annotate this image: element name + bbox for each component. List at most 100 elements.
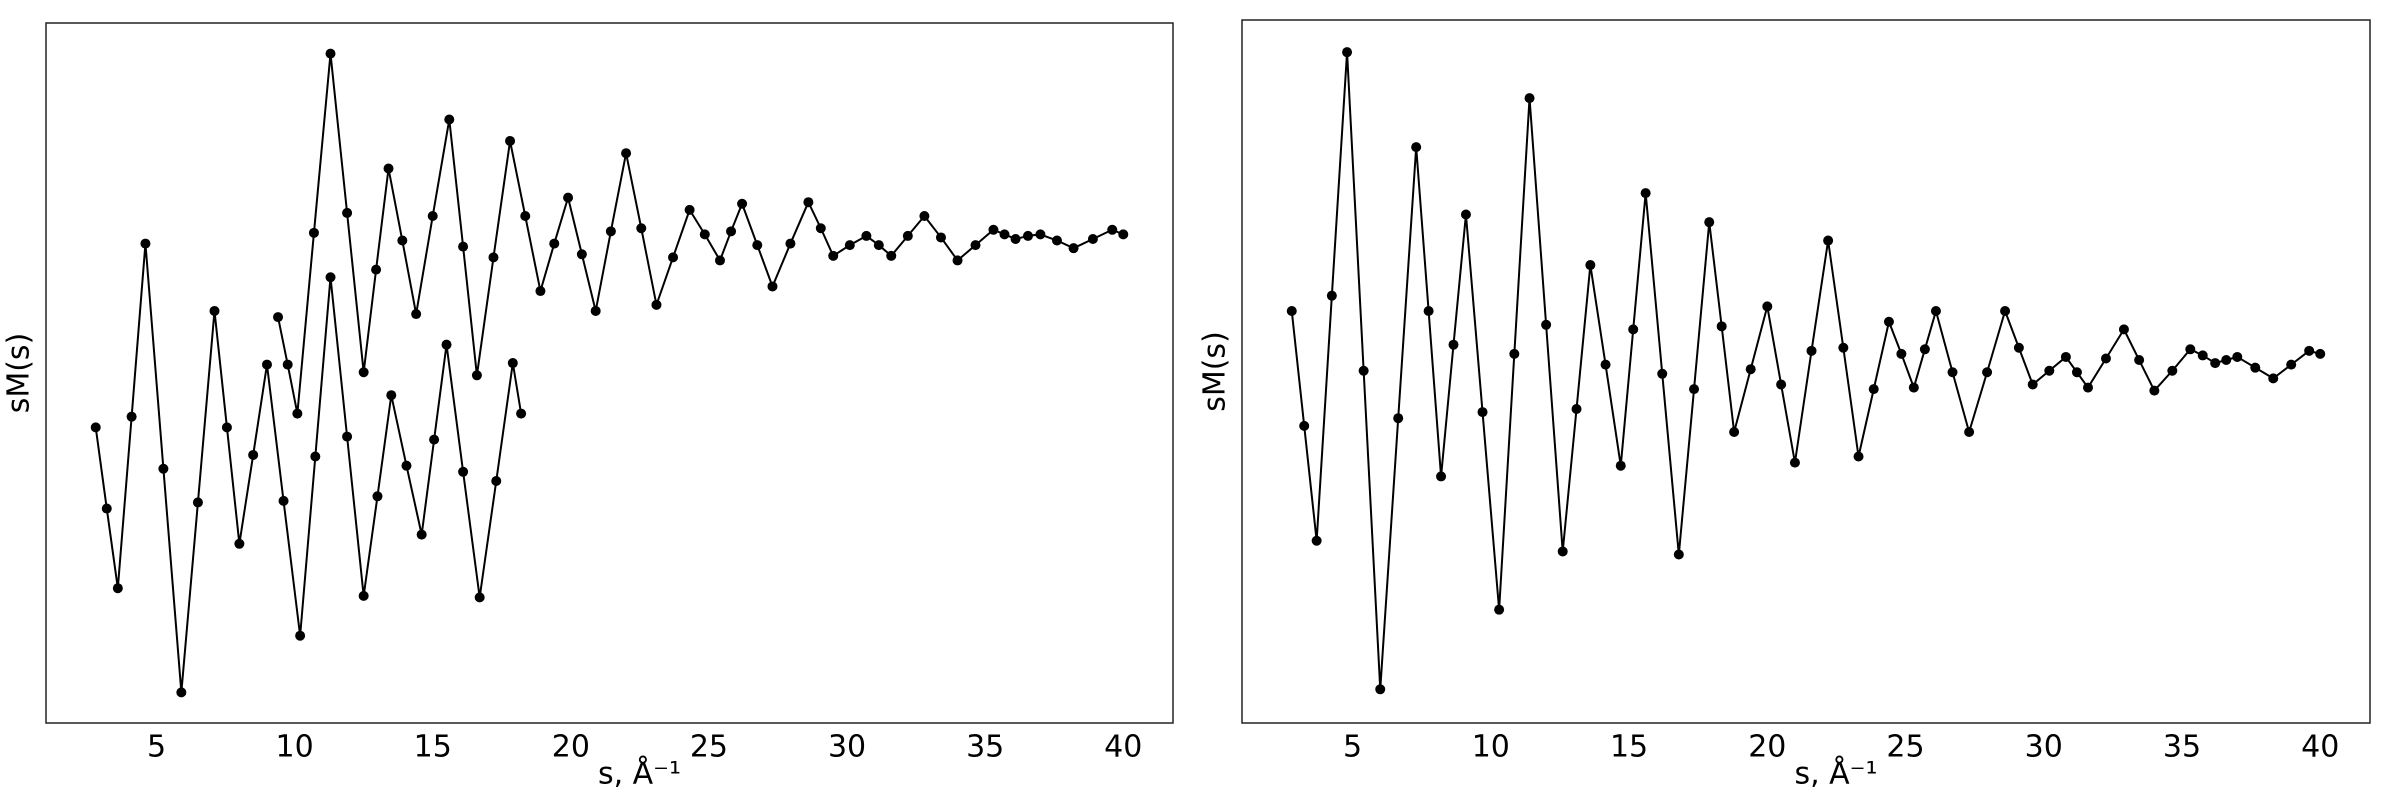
data-point	[158, 463, 169, 474]
data-point	[2149, 385, 2160, 396]
data-point	[101, 503, 112, 514]
data-line	[277, 52, 1124, 415]
data-point	[1393, 413, 1404, 424]
data-point	[1745, 364, 1756, 375]
data-point	[1729, 426, 1740, 437]
plot-frame	[1241, 19, 2371, 724]
data-point	[803, 197, 814, 208]
data-point	[397, 235, 408, 246]
data-point	[844, 240, 855, 251]
data-point	[576, 249, 587, 260]
data-point	[563, 192, 574, 203]
x-tick-label: 30	[828, 730, 866, 765]
data-point	[1930, 306, 1941, 317]
data-point	[1947, 367, 1958, 378]
data-point	[549, 238, 560, 249]
data-point	[444, 114, 455, 125]
data-point	[767, 281, 778, 292]
data-point	[176, 687, 187, 698]
data-point	[192, 497, 203, 508]
data-point	[1964, 426, 1975, 437]
data-point	[1423, 306, 1434, 317]
data-line	[1290, 51, 2321, 691]
data-point	[1477, 407, 1488, 418]
data-point	[358, 590, 369, 601]
data-point	[1600, 359, 1611, 370]
data-point	[1806, 345, 1817, 356]
data-point	[1640, 188, 1651, 199]
data-point	[1022, 230, 1033, 241]
x-tick-label: 5	[147, 730, 166, 765]
data-point	[651, 299, 662, 310]
data-point	[1326, 290, 1337, 301]
data-point	[714, 255, 725, 266]
x-tick-label: 40	[1104, 730, 1142, 765]
data-point	[358, 367, 369, 378]
data-point	[471, 370, 482, 381]
data-point	[1524, 93, 1535, 104]
data-point	[2027, 379, 2038, 390]
data-point	[1358, 365, 1369, 376]
data-point	[383, 163, 394, 174]
data-point	[2315, 348, 2326, 359]
data-point	[2197, 350, 2208, 361]
data-point	[1789, 457, 1800, 468]
data-point	[505, 135, 516, 146]
data-point	[2044, 365, 2055, 376]
data-point	[828, 250, 839, 261]
data-point	[1585, 260, 1596, 271]
data-point	[1762, 301, 1773, 312]
x-tick-label: 25	[1886, 730, 1924, 765]
data-point	[261, 359, 272, 370]
data-point	[988, 224, 999, 235]
data-point	[2060, 351, 2071, 362]
data-point	[2118, 324, 2129, 335]
data-point	[1868, 384, 1879, 395]
data-point	[372, 491, 383, 502]
data-point	[1118, 229, 1129, 240]
data-point	[1375, 684, 1386, 695]
data-point	[699, 229, 710, 240]
data-point	[126, 411, 137, 422]
data-point	[684, 204, 695, 215]
data-point	[1883, 316, 1894, 327]
data-point	[1982, 367, 1993, 378]
data-point	[1838, 342, 1849, 353]
y-axis-label: sM(s)	[1198, 331, 1233, 412]
data-point	[737, 198, 748, 209]
data-point	[2167, 365, 2178, 376]
data-point	[1035, 229, 1046, 240]
x-tick-label: 15	[414, 730, 452, 765]
data-point	[861, 230, 872, 241]
data-point	[2013, 342, 2024, 353]
data-point	[248, 449, 259, 460]
data-point	[1087, 233, 1098, 244]
data-point	[520, 210, 531, 221]
data-point	[970, 240, 981, 251]
x-axis-label: s, Å⁻¹	[598, 756, 681, 792]
data-point	[886, 250, 897, 261]
data-point	[535, 286, 546, 297]
data-point	[310, 451, 321, 462]
data-point	[458, 241, 469, 252]
data-point	[2268, 373, 2279, 384]
data-point	[1509, 348, 1520, 359]
x-tick-label: 15	[1610, 730, 1648, 765]
data-point	[342, 207, 353, 218]
data-point	[2232, 351, 2243, 362]
data-point	[209, 305, 220, 316]
data-point	[1068, 243, 1079, 254]
plot-frame	[45, 22, 1174, 724]
panel: 5 10 15 20 25 30 35 40 s, Å⁻¹ sM(s)	[1198, 19, 2371, 792]
data-point	[474, 592, 485, 603]
data-line	[94, 242, 523, 694]
data-point	[90, 422, 101, 433]
data-point	[726, 226, 737, 237]
data-point	[919, 210, 930, 221]
data-point	[401, 460, 412, 471]
data-point	[873, 240, 884, 251]
data-point	[282, 359, 293, 370]
data-point	[342, 431, 353, 442]
